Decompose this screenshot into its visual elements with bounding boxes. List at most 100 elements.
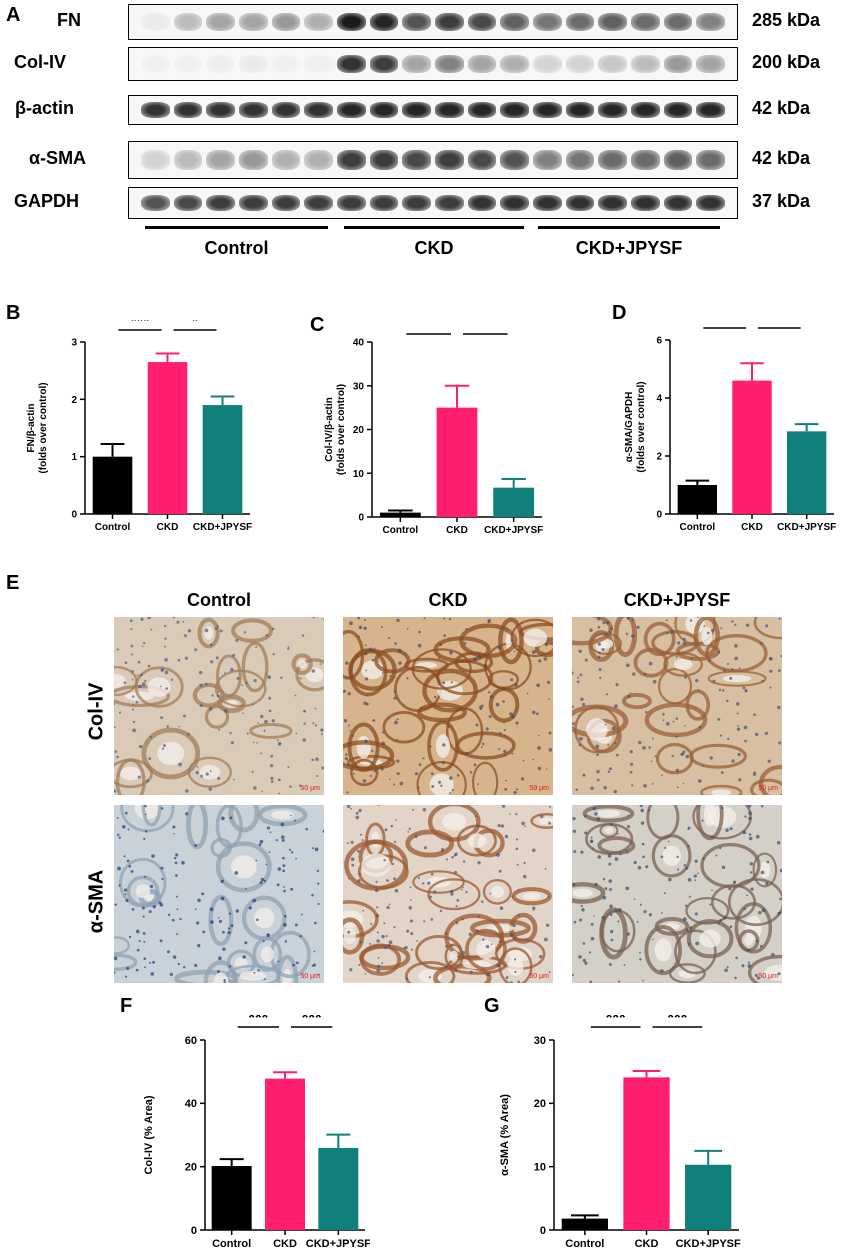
ihc-nucleus (322, 829, 324, 833)
ihc-nucleus (373, 769, 377, 773)
ihc-nucleus (214, 627, 217, 630)
ihc-nucleus (510, 678, 514, 682)
ihc-nucleus (393, 696, 397, 700)
significance-label: *** (302, 1015, 322, 1027)
ihc-nucleus (347, 692, 351, 696)
ihc-nucleus (617, 908, 622, 912)
bar-1 (436, 407, 478, 517)
ihc-nucleus (722, 689, 725, 692)
ihc-nucleus (343, 719, 348, 723)
wb-band (696, 194, 725, 212)
panel-letter-a: A (6, 4, 21, 26)
ihc-structure (114, 953, 138, 971)
ihc-nucleus (261, 790, 264, 793)
ihc-nucleus (383, 946, 387, 950)
ihc-structure (655, 742, 694, 775)
ihc-nucleus (430, 872, 434, 876)
ihc-nucleus (577, 676, 580, 679)
wb-band (533, 55, 562, 73)
ihc-nucleus (355, 811, 359, 815)
ihc-nucleus (625, 663, 630, 668)
ihc-nucleus (345, 753, 348, 756)
ihc-structure (747, 954, 782, 983)
ihc-nucleus (627, 694, 631, 698)
ihc-structure (465, 928, 507, 971)
bar-1 (147, 362, 188, 514)
ihc-nucleus (468, 932, 472, 936)
group-label-ckd-jpysf: CKD+JPYSF (575, 238, 683, 258)
ihc-nucleus (702, 765, 704, 767)
ihc-nucleus (545, 643, 548, 647)
x-tick-label: Control (680, 522, 716, 533)
ihc-nucleus (423, 617, 426, 620)
ihc-nucleus (159, 939, 163, 943)
ihc-lumen (467, 833, 487, 848)
ihc-nucleus (760, 805, 764, 808)
ihc-nucleus (196, 921, 200, 925)
ihc-nucleus (572, 816, 576, 821)
ihc-nucleus (364, 972, 367, 975)
ihc-nucleus (684, 725, 686, 727)
ihc-nucleus (379, 766, 382, 769)
ihc-nucleus (676, 786, 679, 789)
ihc-nucleus (718, 688, 722, 692)
ihc-nucleus (358, 873, 362, 876)
ihc-nucleus (130, 628, 133, 631)
ihc-nucleus (304, 710, 307, 713)
ihc-nucleus (455, 921, 459, 925)
ihc-nucleus (675, 717, 679, 721)
ihc-nucleus (661, 774, 663, 777)
ihc-nucleus (738, 778, 742, 782)
ihc-nucleus (496, 853, 500, 857)
ihc-nucleus (118, 836, 121, 839)
ihc-nucleus (394, 888, 399, 893)
ihc-nucleus (535, 712, 539, 716)
ihc-nucleus (769, 657, 773, 661)
ihc-nucleus (295, 732, 298, 735)
ihc-nucleus (230, 741, 234, 745)
ihc-nucleus (124, 811, 128, 815)
panel-letter-c: C (310, 314, 325, 336)
ihc-nucleus (162, 744, 166, 748)
ihc-lumen (297, 659, 307, 669)
ihc-nucleus (539, 955, 543, 959)
ihc-nucleus (573, 920, 577, 924)
ihc-nucleus (536, 683, 540, 688)
ihc-nucleus (316, 869, 320, 873)
ihc-nucleus (347, 724, 350, 727)
ihc-nucleus (235, 638, 239, 643)
ihc-nucleus (465, 751, 469, 755)
ihc-nucleus (619, 853, 622, 856)
ihc-nucleus (518, 914, 520, 917)
ihc-nucleus (473, 657, 477, 661)
ihc-nucleus (147, 617, 151, 620)
ihc-nucleus (131, 670, 134, 673)
ihc-nucleus (147, 664, 151, 668)
ihc-lumen (662, 845, 681, 866)
ihc-structure (114, 665, 138, 697)
ihc-nucleus (480, 746, 483, 748)
ihc-nucleus (148, 757, 152, 761)
ihc-nucleus (200, 774, 204, 778)
ihc-nucleus (501, 805, 506, 808)
ihc-nucleus (719, 734, 723, 737)
ihc-nucleus (300, 913, 303, 916)
ihc-col-ckd-jpysf: CKD+JPYSF (623, 590, 731, 610)
ihc-nucleus (389, 675, 392, 678)
ihc-nucleus (299, 784, 302, 787)
ihc-nucleus (598, 651, 601, 654)
ihc-nucleus (597, 855, 602, 859)
ihc-nucleus (515, 813, 518, 816)
ihc-nucleus (584, 658, 588, 662)
ihc-nucleus (313, 921, 317, 925)
ihc-nucleus (498, 869, 502, 873)
wb-band (173, 55, 203, 73)
wb-band (337, 12, 366, 32)
ihc-nucleus (489, 892, 492, 895)
y-tick-label: 60 (185, 1035, 197, 1047)
ihc-nucleus (532, 758, 535, 761)
ihc-nucleus (677, 641, 681, 645)
y-axis-label: (folds over control) (636, 381, 647, 472)
ihc-nucleus (456, 899, 460, 902)
ihc-nucleus (666, 631, 669, 634)
